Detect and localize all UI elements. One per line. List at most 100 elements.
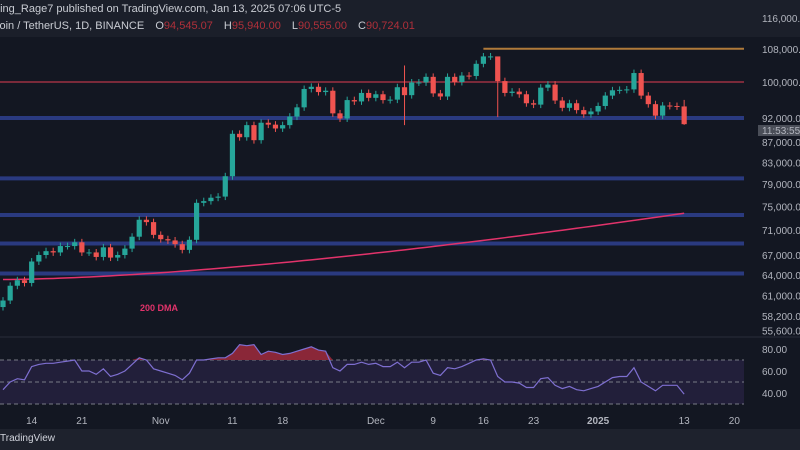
- ma-200-line: [2, 212, 685, 281]
- candle-body: [538, 87, 544, 105]
- price-tick-label: 71,000.00: [762, 226, 800, 237]
- candle-body: [337, 113, 343, 119]
- candle: [7, 282, 13, 304]
- chart-header: ding_Rage7 published on TradingView.com,…: [0, 0, 800, 37]
- candle-body: [566, 103, 573, 108]
- candle-body: [358, 92, 365, 102]
- candle: [193, 199, 200, 244]
- price-tick-label: 100,000.00: [762, 78, 800, 89]
- candle-body: [215, 196, 221, 198]
- open-value: 94,545.07: [163, 20, 213, 32]
- countdown-label: 11:53:55: [762, 126, 800, 137]
- price-tick-label: 61,000.00: [762, 292, 800, 303]
- candle: [36, 251, 42, 265]
- candle-body: [7, 285, 13, 301]
- candle: [100, 243, 106, 261]
- candle: [559, 97, 565, 112]
- time-tick-label: 16: [478, 416, 490, 427]
- candle: [244, 121, 250, 141]
- candle-body: [244, 125, 250, 138]
- candle: [495, 56, 501, 118]
- open-label: O: [155, 20, 164, 32]
- candle: [624, 85, 630, 94]
- time-tick-label: 2025: [587, 416, 610, 427]
- candle-body: [86, 252, 92, 254]
- candle-body: [423, 76, 429, 83]
- candle-body: [36, 255, 42, 262]
- candle-body: [315, 86, 322, 93]
- candle: [574, 99, 580, 114]
- candle: [64, 242, 71, 250]
- candle-body: [21, 280, 28, 283]
- candle-body: [115, 255, 121, 258]
- candle-body: [667, 105, 673, 107]
- candle-body: [64, 246, 71, 248]
- symbol-info: coin / TetherUS, 1D, BINANCE O94,545.07 …: [0, 20, 421, 32]
- candle: [545, 81, 551, 92]
- footer-bar: TradingView: [0, 429, 800, 450]
- candle: [394, 83, 400, 104]
- candle-body: [430, 76, 436, 94]
- price-tick-label: 55,600.00: [762, 327, 800, 338]
- candle-body: [409, 82, 415, 96]
- candle: [107, 243, 114, 262]
- time-axis: 14 21 Nov 11 18 Dec 9 16 23 2025 13 20: [26, 416, 740, 427]
- candle-body: [129, 236, 135, 249]
- price-tick-label: 83,000.00: [762, 158, 800, 169]
- candle-body: [624, 89, 630, 91]
- candle-body: [50, 251, 56, 253]
- candle: [466, 72, 472, 80]
- candle-body: [487, 56, 494, 58]
- candle: [430, 73, 436, 97]
- candle: [86, 248, 92, 256]
- candle: [158, 231, 164, 243]
- candle: [480, 52, 486, 68]
- candle-body: [172, 240, 178, 245]
- candle: [179, 240, 185, 254]
- candle-body: [523, 94, 530, 104]
- candle-body: [638, 73, 644, 96]
- candle-body: [165, 239, 171, 241]
- candle: [186, 236, 193, 254]
- candle: [487, 52, 494, 60]
- candle: [280, 121, 286, 132]
- candle-body: [459, 75, 465, 82]
- candle: [122, 245, 128, 259]
- countdown-box: [758, 125, 800, 136]
- candle-body: [674, 105, 680, 107]
- candle: [21, 276, 28, 287]
- candle-body: [0, 300, 6, 308]
- candle: [330, 87, 336, 117]
- candle-body: [143, 219, 149, 223]
- candle: [57, 242, 63, 256]
- candle: [0, 297, 6, 311]
- candle-body: [437, 93, 443, 97]
- candle: [660, 102, 666, 120]
- price-tick-label: 116,000.00: [762, 14, 800, 25]
- candle-body: [473, 63, 479, 76]
- candle-body: [681, 106, 687, 125]
- candle-body: [595, 105, 601, 112]
- candle-body: [588, 111, 594, 115]
- candle-body: [29, 261, 35, 283]
- candle: [150, 218, 157, 239]
- candle-body: [330, 90, 336, 114]
- candle: [502, 77, 508, 97]
- price-chart[interactable]: 200 DMA 116,000.00 108,000.00 100,000.00 92,…: [0, 0, 800, 429]
- candle: [129, 233, 135, 253]
- candle: [215, 193, 221, 202]
- rsi-tick-label: 40.00: [762, 389, 787, 400]
- candles: [0, 52, 687, 311]
- candle-body: [237, 133, 243, 138]
- candle: [50, 247, 56, 256]
- time-tick-label: 18: [277, 416, 289, 427]
- candle: [323, 87, 329, 96]
- candle: [136, 216, 142, 241]
- candle-body: [516, 91, 522, 95]
- time-tick-label: Dec: [367, 416, 385, 427]
- candle-body: [158, 234, 164, 240]
- publish-info: ding_Rage7 published on TradingView.com,…: [0, 3, 342, 15]
- candle-body: [100, 247, 106, 257]
- price-tick-label: 79,000.00: [762, 180, 800, 191]
- candle-body: [581, 110, 587, 115]
